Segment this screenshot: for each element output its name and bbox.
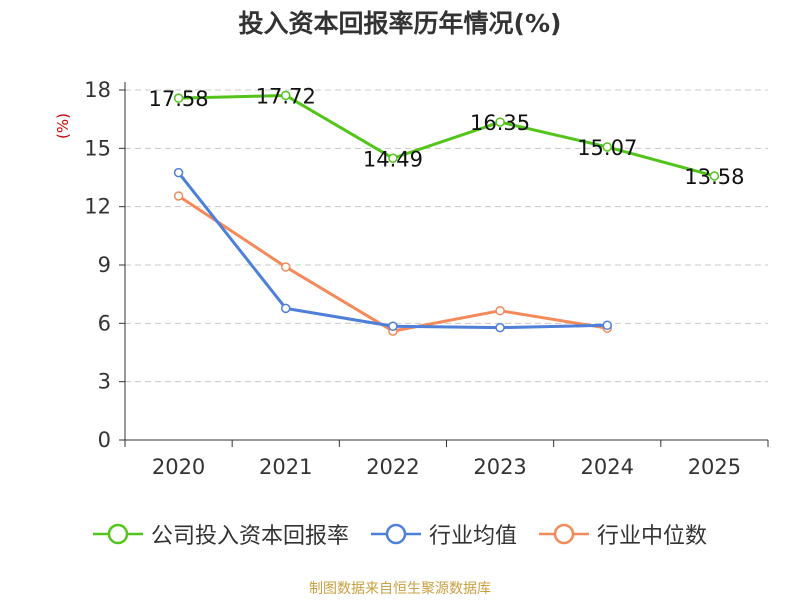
legend-label: 行业中位数 (597, 524, 708, 549)
series-layer (173, 90, 720, 336)
axes: 0 3 6 9 12 15 18 2020 2021 2022 2023 2024 2025 (84, 78, 769, 479)
series-line (177, 171, 608, 330)
data-point (173, 93, 184, 103)
data-point (602, 142, 612, 152)
data-point (173, 167, 184, 178)
x-tick-label: 2022 (366, 455, 419, 479)
data-point (495, 117, 505, 127)
x-tick-label: 2024 (581, 455, 634, 479)
data-point (495, 305, 505, 316)
series-line (177, 194, 608, 333)
legend-item[interactable]: 公司投入资本回报率 (92, 518, 349, 550)
x-tick-label: 2020 (152, 455, 205, 479)
data-point (602, 320, 612, 331)
y-tick-label: 9 (98, 253, 111, 277)
y-tick-label: 3 (98, 370, 111, 394)
data-point (495, 322, 505, 333)
data-point (173, 191, 184, 201)
data-label: 13.58 (684, 165, 744, 189)
data-point (388, 153, 398, 163)
data-point (281, 262, 291, 272)
data-label: 16.35 (470, 111, 530, 135)
data-label: 15.07 (577, 136, 637, 160)
legend-item[interactable]: 行业中位数 (539, 518, 707, 550)
data-labels: 17.58 17.72 14.49 16.35 15.07 13.58 (149, 84, 745, 189)
x-tick-label: 2023 (473, 455, 526, 479)
y-tick-label: 12 (84, 195, 111, 219)
source-note: 制图数据来自恒生聚源数据库 (309, 581, 491, 597)
legend: 公司投入资本回报率 行业均值 行业中位数 (0, 518, 800, 550)
chart-title: 投入资本回报率历年情况(%) (238, 9, 562, 38)
grid-lines (125, 89, 768, 383)
data-point (388, 321, 398, 331)
legend-marker-icon (370, 523, 421, 545)
y-tick-label: 15 (84, 136, 111, 160)
data-point (709, 171, 720, 181)
data-label: 14.49 (363, 147, 423, 171)
data-point (281, 90, 291, 101)
data-point (281, 303, 291, 314)
y-tick-label: 18 (84, 78, 111, 102)
legend-marker-icon (539, 523, 589, 545)
legend-label: 行业均值 (428, 524, 517, 549)
y-tick-label: 6 (98, 311, 111, 335)
legend-marker-icon (92, 523, 143, 545)
series-line (178, 93, 715, 178)
y-axis-label: (%) (54, 113, 72, 139)
data-label: 17.72 (256, 84, 316, 108)
y-tick-label: 0 (98, 428, 111, 452)
x-tick-label: 2025 (688, 455, 741, 479)
x-tick-label: 2021 (259, 455, 312, 479)
legend-label: 公司投入资本回报率 (150, 524, 349, 549)
data-label: 17.58 (149, 87, 209, 111)
legend-item[interactable]: 行业均值 (370, 518, 517, 550)
